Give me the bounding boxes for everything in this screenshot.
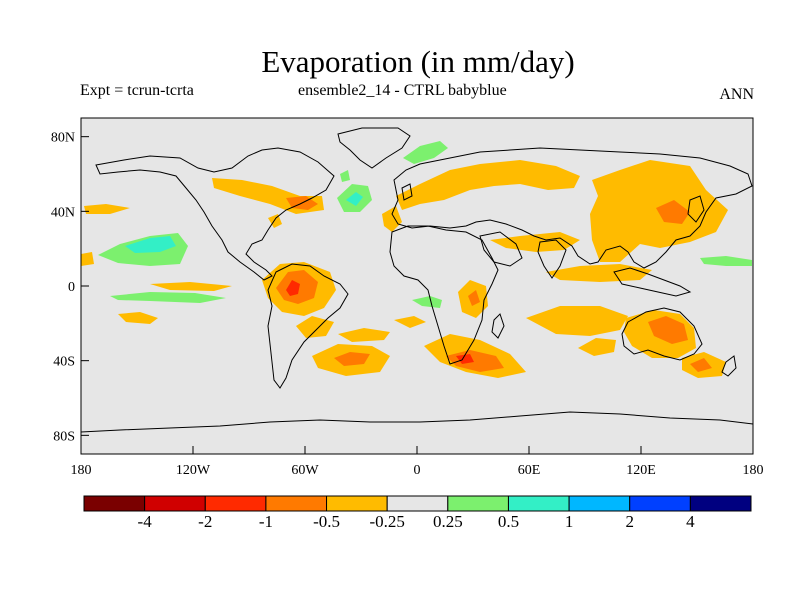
anomaly-region bbox=[382, 206, 402, 232]
japan-coast bbox=[687, 195, 705, 223]
eurasia-coast bbox=[391, 147, 753, 269]
anomaly-region bbox=[490, 232, 580, 252]
colorbar-swatch bbox=[386, 495, 449, 512]
anomaly-region bbox=[125, 236, 176, 253]
anomaly-region bbox=[456, 354, 474, 364]
antarctica-coast bbox=[81, 411, 753, 433]
season-label: ANN bbox=[719, 86, 754, 103]
colorbar-label: -1 bbox=[259, 512, 273, 531]
colorbar-label: 1 bbox=[565, 512, 574, 531]
lon-tick-label: 120W bbox=[176, 463, 211, 478]
anomaly-region bbox=[118, 312, 158, 324]
colorbar-label: -0.25 bbox=[369, 512, 404, 531]
colorbar-label: 4 bbox=[686, 512, 695, 531]
colorbar-label: 0.25 bbox=[433, 512, 463, 531]
anomaly-region bbox=[346, 192, 363, 206]
colorbar-swatch bbox=[83, 495, 146, 512]
ensemble-label: ensemble2_14 - CTRL babyblue bbox=[298, 82, 507, 99]
indonesia-coast bbox=[613, 267, 692, 297]
anomaly-region bbox=[150, 282, 232, 291]
anomaly-region bbox=[700, 256, 752, 266]
lat-tick-label: 80S bbox=[53, 429, 75, 444]
anomaly-region bbox=[648, 316, 688, 344]
north-america-coast bbox=[95, 147, 335, 281]
colorbar: -4 -2 -1 -0.5 -0.25 0.25 0.5 1 2 4 bbox=[83, 495, 752, 531]
lat-tick-label: 80N bbox=[51, 131, 75, 146]
greenland-coast bbox=[337, 127, 411, 169]
anomaly-region bbox=[334, 352, 370, 366]
new-zealand-coast bbox=[721, 355, 737, 377]
south-america-coast bbox=[267, 263, 349, 389]
anomaly-shading bbox=[81, 141, 752, 378]
colorbar-label: 0.5 bbox=[498, 512, 519, 531]
anomaly-region bbox=[578, 338, 616, 356]
colorbar-swatch bbox=[144, 495, 206, 512]
lat-tick-label: 0 bbox=[68, 280, 75, 295]
colorbar-label: 2 bbox=[625, 512, 634, 531]
colorbar-swatch bbox=[204, 495, 267, 512]
arabia-coast bbox=[479, 231, 523, 267]
anomaly-region bbox=[110, 292, 226, 303]
colorbar-label: -2 bbox=[198, 512, 212, 531]
anomaly-region bbox=[412, 296, 442, 308]
axis-ticks: 80N 40N 0 40S 80S 180 120W 60W 0 60E 120E 180 bbox=[51, 131, 764, 478]
anomaly-region bbox=[286, 280, 300, 296]
coastlines bbox=[81, 127, 753, 433]
colorbar-swatch bbox=[629, 495, 691, 512]
anomaly-region bbox=[396, 160, 580, 210]
india-coast bbox=[537, 239, 567, 279]
anomaly-region bbox=[81, 252, 94, 266]
lon-tick-label: 180 bbox=[71, 463, 92, 478]
anomaly-region bbox=[546, 264, 652, 282]
anomaly-region bbox=[338, 328, 390, 342]
colorbar-swatch bbox=[689, 495, 752, 512]
anomaly-region bbox=[403, 141, 448, 164]
australia-coast bbox=[621, 307, 703, 361]
lon-tick-label: 0 bbox=[414, 463, 421, 478]
anomaly-region bbox=[394, 316, 426, 328]
lon-tick-label: 60W bbox=[291, 463, 319, 478]
map-title: Evaporation (in mm/day) bbox=[261, 44, 575, 79]
anomaly-region bbox=[340, 170, 350, 182]
colorbar-label: -0.5 bbox=[313, 512, 340, 531]
colorbar-swatch bbox=[265, 495, 328, 512]
lat-tick-label: 40N bbox=[51, 205, 75, 220]
colorbar-swatch bbox=[568, 495, 631, 512]
british-isles-coast bbox=[401, 183, 413, 201]
lon-tick-label: 180 bbox=[743, 463, 764, 478]
anomaly-region bbox=[84, 204, 130, 214]
anomaly-region bbox=[468, 290, 480, 306]
colorbar-swatch bbox=[326, 495, 388, 512]
lon-tick-label: 120E bbox=[626, 463, 656, 478]
madagascar-coast bbox=[491, 313, 505, 339]
colorbar-swatch bbox=[447, 495, 509, 512]
anomaly-region bbox=[690, 358, 712, 372]
experiment-label: Expt = tcrun-tcrta bbox=[80, 82, 194, 99]
colorbar-label: -4 bbox=[138, 512, 153, 531]
africa-coast bbox=[389, 225, 499, 365]
lat-tick-label: 40S bbox=[53, 355, 75, 370]
anomaly-region bbox=[656, 200, 690, 224]
lon-tick-label: 60E bbox=[518, 463, 541, 478]
colorbar-swatch bbox=[507, 495, 570, 512]
anomaly-region bbox=[526, 306, 628, 336]
anomaly-region bbox=[268, 214, 282, 228]
